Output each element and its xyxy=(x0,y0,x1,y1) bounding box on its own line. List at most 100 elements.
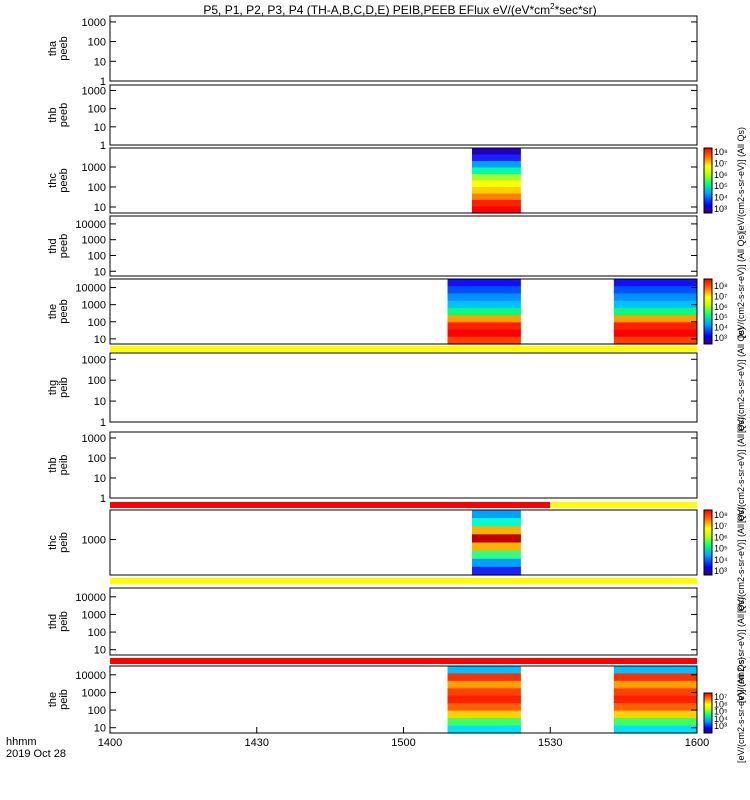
y-tick-label: 100 xyxy=(88,375,106,387)
panel-label: thcpeib xyxy=(47,532,70,553)
spectrogram-band xyxy=(471,542,521,552)
x-tick-label: 1530 xyxy=(538,737,562,749)
flag-bar xyxy=(110,658,697,664)
y-tick-label: 10 xyxy=(94,266,106,278)
spectrogram-band xyxy=(447,680,521,689)
y-tick-label: 10 xyxy=(94,473,106,485)
colorbar-tick-label: 10⁵ xyxy=(714,544,728,554)
spectrogram-band xyxy=(613,666,697,675)
y-tick-label: 100 xyxy=(88,37,106,49)
y-tick-label: 10000 xyxy=(75,592,106,604)
y-tick-label: 10 xyxy=(94,334,106,346)
flag-bar-red xyxy=(110,502,551,508)
colorbar-tick-label: 10⁷ xyxy=(714,158,727,168)
x-tick-label: 1430 xyxy=(245,737,269,749)
y-tick-label: 10000 xyxy=(75,670,106,682)
panel-label: thepeib xyxy=(47,689,70,710)
colorbar-tick-label: 10⁵ xyxy=(714,312,728,322)
panel-thb_peib: 1000 100 10 1 thbpeib xyxy=(47,431,698,505)
spectrogram-band xyxy=(613,703,697,712)
y-tick-label: 1000 xyxy=(82,354,106,366)
spectrogram-band xyxy=(447,279,521,287)
panel-frame xyxy=(109,278,698,345)
panel-thc_peeb: 1000 100 10 thcpeeb xyxy=(47,147,698,214)
colorbar-label: [eV/(cm2-s-sr-eV)] (All Qs) xyxy=(736,417,746,523)
spectrogram-band xyxy=(613,718,697,727)
spectrogram-band xyxy=(471,510,521,519)
spectrogram-band xyxy=(613,673,697,682)
panel-the_peib: 10000 1000 100 10 thepeib xyxy=(47,665,698,735)
x-tick-label: 1600 xyxy=(685,737,709,749)
spectrogram-block xyxy=(613,666,697,734)
spectrogram-band xyxy=(613,293,697,302)
colorbar-gradient xyxy=(703,278,713,345)
spectrogram-band xyxy=(447,695,521,704)
spectrogram-band xyxy=(447,286,521,295)
y-tick-label: 1 xyxy=(100,417,106,429)
spectrogram-band xyxy=(447,666,521,675)
spectrogram-band xyxy=(613,680,697,689)
spectrogram-band xyxy=(471,558,521,568)
spectrogram-band xyxy=(613,307,697,316)
spectrogram-band xyxy=(471,206,521,214)
spectrogram-band xyxy=(471,187,521,195)
y-tick-label: 1000 xyxy=(82,535,106,547)
colorbar-tick-label: 10⁸ xyxy=(714,510,728,520)
spectrogram-band xyxy=(613,286,697,295)
spectrogram-band xyxy=(471,534,521,544)
colorbar-tick-label: 10⁸ xyxy=(714,147,728,157)
panels-group: 1000100101thapeeb1000100101thbpeeb100010… xyxy=(47,15,698,735)
y-tick-label: 100 xyxy=(88,705,106,717)
spectrogram-band xyxy=(471,526,521,535)
time-axis-label-date: 2019 Oct 28 xyxy=(6,748,66,760)
spectrogram-block xyxy=(471,148,521,214)
panel-frame xyxy=(109,215,698,277)
y-tick-label: 10 xyxy=(94,396,106,408)
spectrogram-block xyxy=(447,666,521,734)
spectrogram-band xyxy=(471,200,521,208)
x-tick-label: 1500 xyxy=(391,737,415,749)
panel-thd_peib: 10000 1000 100 10 thdpeib xyxy=(47,587,698,657)
panel-frame xyxy=(109,509,698,576)
panel-label: thepeeb xyxy=(47,299,70,323)
y-tick-label: 10 xyxy=(94,56,106,68)
spectrogram-band xyxy=(471,550,521,560)
y-tick-label: 100 xyxy=(88,627,106,639)
panel-label: thbpeib xyxy=(47,455,70,476)
colorbar-gradient xyxy=(703,692,713,734)
flag-bar xyxy=(110,346,697,352)
spectrogram-band xyxy=(613,336,697,345)
panel-frame xyxy=(109,15,698,82)
spectrogram-band xyxy=(471,167,521,175)
panel-frame xyxy=(109,147,698,214)
flag-bar xyxy=(110,578,697,584)
colorbar-label: [eV/(cm2-s-sr-eV)] (All Qs) xyxy=(736,327,746,433)
spectrogram-band xyxy=(471,518,521,527)
y-tick-label: 100 xyxy=(88,104,106,116)
y-tick-label: 10 xyxy=(94,723,106,735)
colorbar-label: [eV/(cm2-s-sr-eV)] (All Qs) xyxy=(736,657,746,763)
spectrogram-band xyxy=(471,154,521,162)
panel-label: thbpeeb xyxy=(47,103,70,127)
colorbar-tick-label: 10³ xyxy=(714,204,727,214)
y-tick-label: 1000 xyxy=(82,433,106,445)
colorbar-tick-label: 10³ xyxy=(714,333,727,343)
colorbar-label: [eV/(cm2-s-sr-eV)] (All Qs) xyxy=(736,127,746,233)
panel-thc_peib: 1000 thcpeib xyxy=(47,509,698,576)
x-tick-label: 1400 xyxy=(98,737,122,749)
spectrogram-band xyxy=(471,193,521,201)
y-tick-label: 10 xyxy=(94,645,106,657)
spectrogram-band xyxy=(447,336,521,345)
y-tick-label: 100 xyxy=(88,453,106,465)
spectrogram-band xyxy=(447,688,521,697)
panel-label: thcpeeb xyxy=(47,168,70,192)
y-tick-label: 10 xyxy=(94,202,106,214)
spectrogram-band xyxy=(447,300,521,309)
colorbar-gradient xyxy=(703,147,713,214)
colorbar-tick-label: 10³ xyxy=(714,721,727,731)
panel-tha_peeb: 1000 100 10 1 thapeeb xyxy=(47,15,698,88)
spectrogram-band xyxy=(447,307,521,316)
